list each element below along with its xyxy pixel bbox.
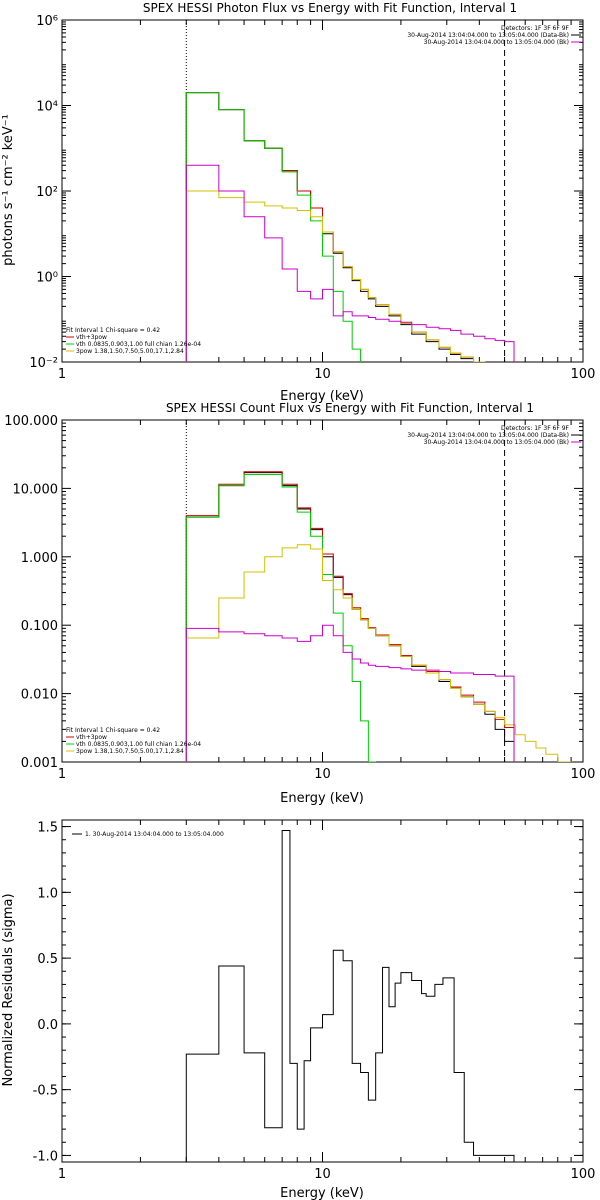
legend-top-entry: 30-Aug-2014 13:04:04.000 to 13:05:04.000… <box>407 432 569 439</box>
series-line-data <box>185 472 515 762</box>
series-line-bk <box>185 624 515 762</box>
series-line-3pow <box>185 544 572 762</box>
series-line-vth+3pow <box>185 471 515 762</box>
y-tick-label: 10² <box>36 185 58 200</box>
y-tick-label: 100.000 <box>4 414 58 429</box>
y-tick-label: -1.0 <box>33 1149 58 1164</box>
series-line-vth <box>185 92 370 362</box>
legend-top-entry: Detectors: 1F 3F 6F 9F <box>501 25 570 32</box>
x-tick-label: 10 <box>314 367 331 382</box>
legend-top-entry: 30-Aug-2014 13:04:04.000 to 13:05:04.000… <box>407 32 569 39</box>
photon-flux-panel: SPEX HESSI Photon Flux vs Energy with Fi… <box>1 1 595 404</box>
x-tick-label: 1 <box>58 1167 66 1182</box>
legend-bottom-entry: 3pow 1.38,1.50,7.50,5.00,17.1,2.84 <box>76 348 184 355</box>
legend-top-entry: Detectors: 1F 3F 6F 9F <box>501 425 570 432</box>
series-line-residuals <box>185 830 515 1162</box>
legend-bottom-entry: 3pow 1.38,1.50,7.50,5.00,17.1,2.84 <box>76 748 184 755</box>
x-tick-label: 1 <box>58 767 66 782</box>
x-tick-label: 100 <box>571 1167 596 1182</box>
x-tick-label: 10 <box>314 767 331 782</box>
residuals-ylabel: Normalized Residuals (sigma) <box>1 893 16 1086</box>
photon-flux-title: SPEX HESSI Photon Flux vs Energy with Fi… <box>143 1 517 15</box>
series-line-3pow <box>185 190 571 362</box>
y-tick-label: 1.5 <box>37 821 58 836</box>
x-tick-label: 100 <box>571 767 596 782</box>
legend-top-entry: 30-Aug-2014 13:04:04.000 to 13:05:04.000… <box>424 39 569 46</box>
y-tick-label: 10⁶ <box>36 14 58 29</box>
series-line-vth <box>185 473 377 762</box>
legend-entry: 1. 30-Aug-2014 13:04:04.000 to 13:05:04.… <box>85 831 224 838</box>
x-tick-label: 100 <box>571 367 596 382</box>
y-tick-label: 0.001 <box>21 756 58 771</box>
y-tick-label: 1.000 <box>21 551 58 566</box>
residuals-xlabel: Energy (keV) <box>280 1186 364 1200</box>
series-line-bk <box>185 164 515 362</box>
residuals-panel: Energy (keV) Normalized Residuals (sigma… <box>1 819 596 1200</box>
y-tick-label: 10⁻² <box>29 356 58 371</box>
plot-frame <box>61 819 584 1163</box>
y-tick-label: 10⁴ <box>36 100 58 115</box>
y-tick-label: 0.5 <box>37 952 58 967</box>
series-group <box>185 471 572 762</box>
x-tick-label: 1 <box>58 367 66 382</box>
y-tick-label: 10⁰ <box>36 271 58 286</box>
series-line-vth+3pow <box>185 92 515 362</box>
y-tick-label: 0.100 <box>21 619 58 634</box>
count-flux-panel: SPEX HESSI Count Flux vs Energy with Fit… <box>4 401 595 806</box>
legend-bottom-entry: vth 0.0835,0.903,1.00 full chian 1.26e-0… <box>76 741 201 748</box>
count-flux-title: SPEX HESSI Count Flux vs Energy with Fit… <box>166 401 534 415</box>
series-group <box>185 92 571 362</box>
y-tick-label: -0.5 <box>33 1084 58 1099</box>
y-tick-label: 10.000 <box>13 482 59 497</box>
photon-flux-ylabel: photons s⁻¹ cm⁻² keV⁻¹ <box>1 114 16 266</box>
series-group <box>185 830 515 1162</box>
y-tick-label: 1.0 <box>37 886 58 901</box>
series-line-data <box>185 92 515 362</box>
x-tick-label: 10 <box>314 1167 331 1182</box>
y-tick-label: 0.010 <box>21 688 58 703</box>
legend-bottom-entry: vth+3pow <box>76 734 107 741</box>
legend-top-entry: 30-Aug-2014 13:04:04.000 to 13:05:04.000… <box>424 439 569 446</box>
legend-bottom-entry: Fit Interval 1 Chi-square = 0.42 <box>66 727 160 734</box>
legend-bottom-entry: Fit Interval 1 Chi-square = 0.42 <box>66 327 160 334</box>
legend-bottom-entry: vth+3pow <box>76 334 107 341</box>
photon-flux-xlabel: Energy (keV) <box>280 389 364 404</box>
count-flux-xlabel: Energy (keV) <box>280 791 364 806</box>
y-tick-label: 0.0 <box>37 1018 58 1033</box>
legend-bottom-entry: vth 0.0835,0.903,1.00 full chian 1.26e-0… <box>76 341 201 348</box>
